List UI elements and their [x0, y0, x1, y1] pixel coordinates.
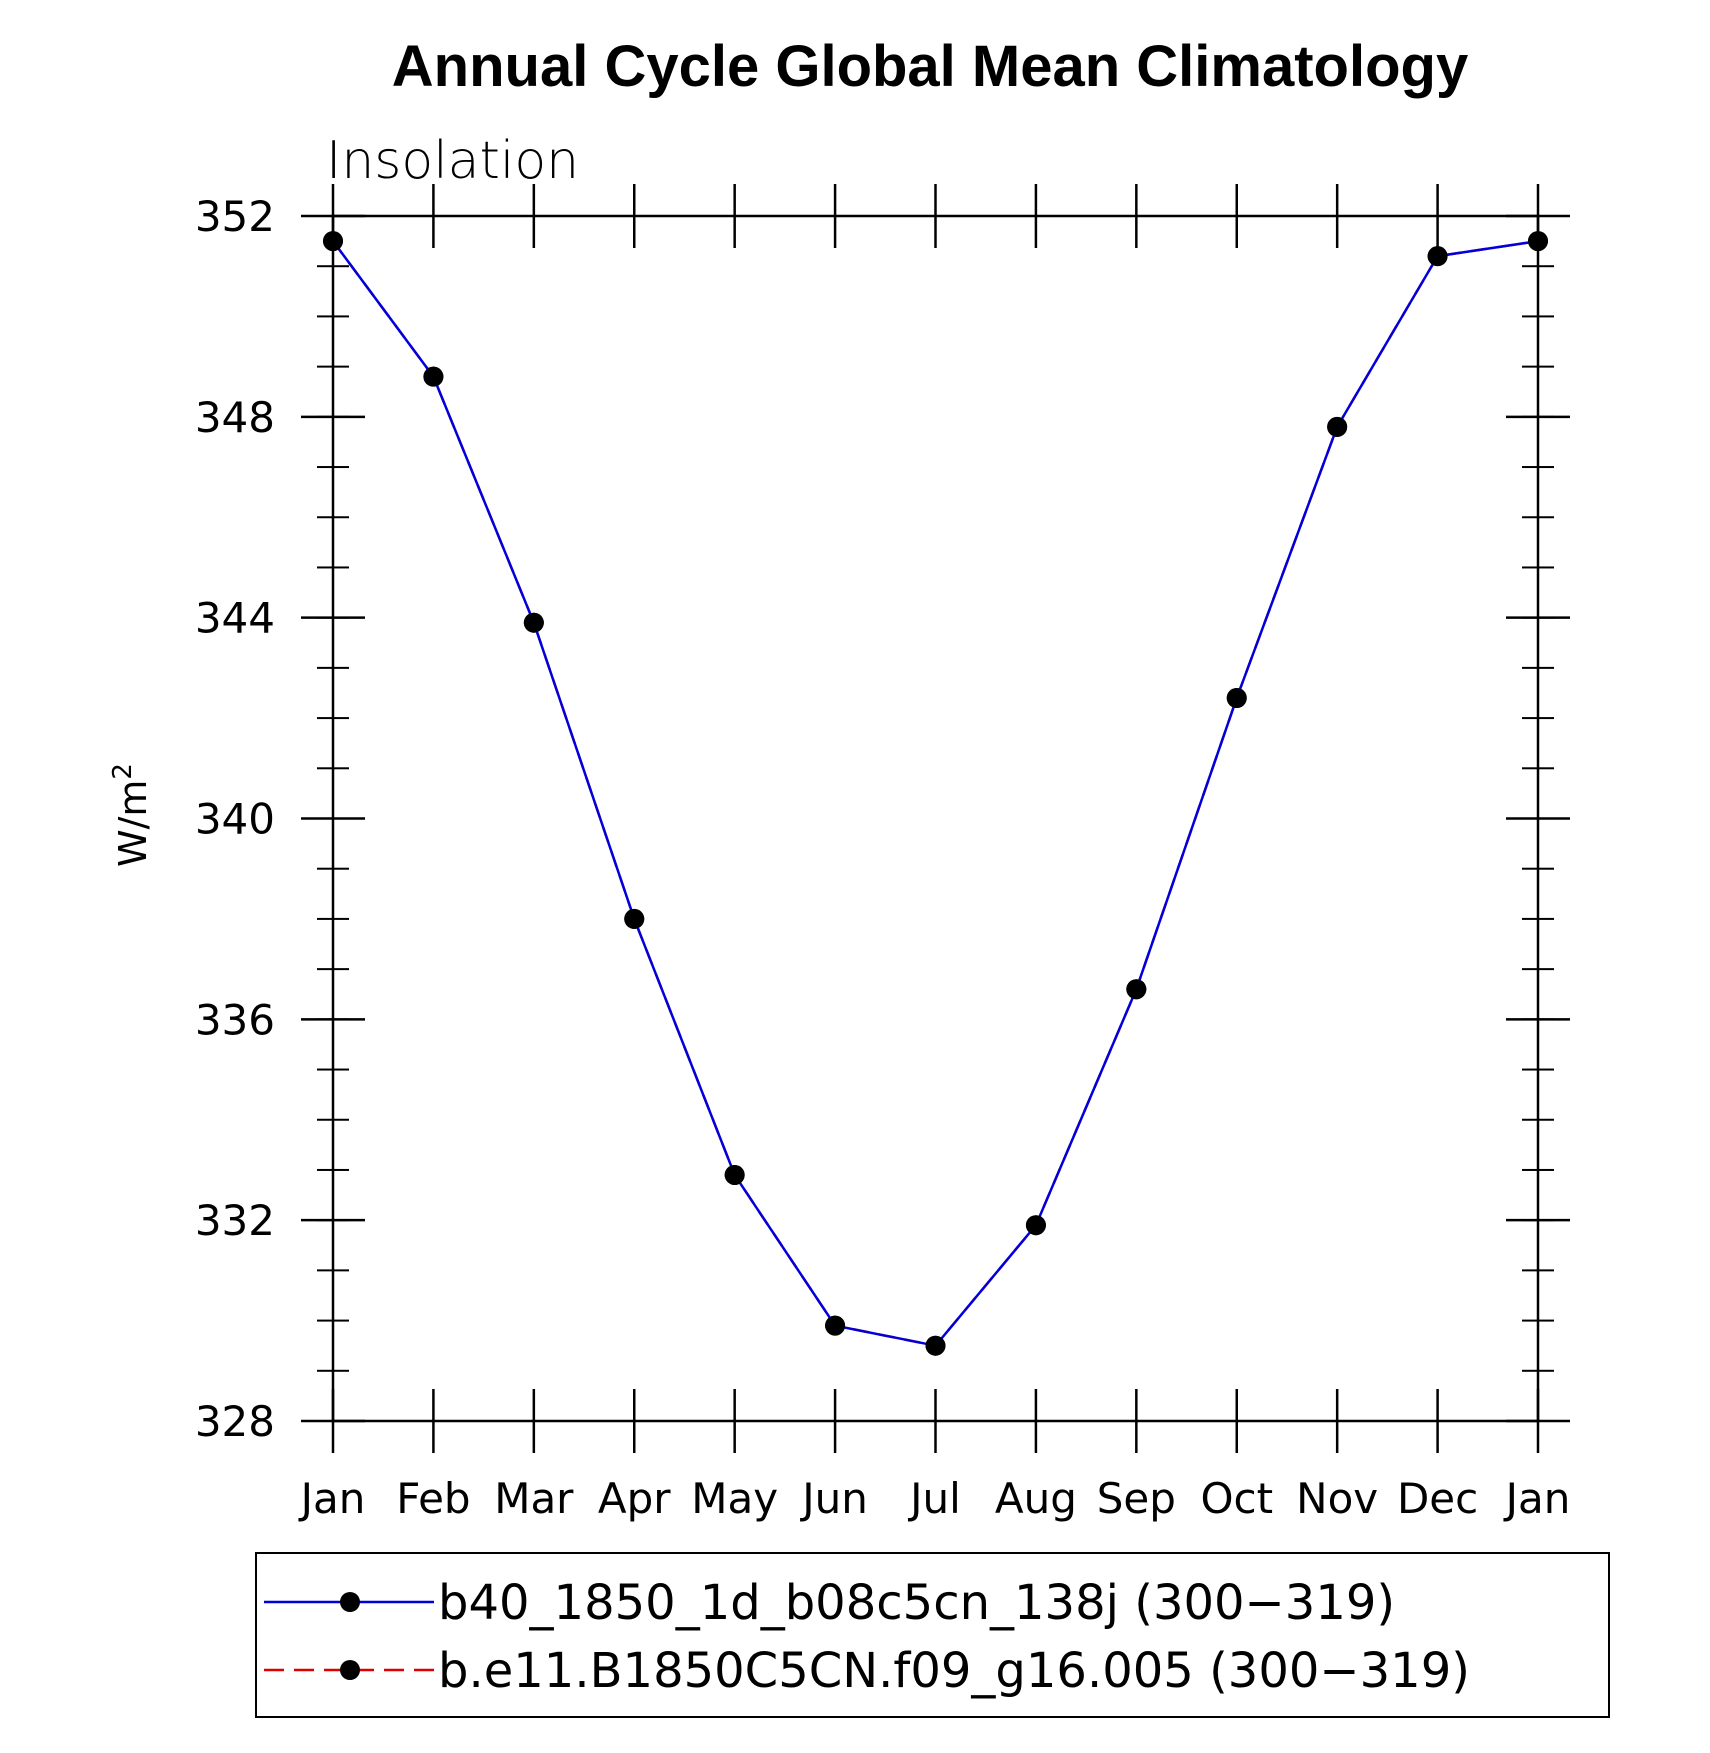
data-point — [925, 1335, 946, 1356]
data-point — [1226, 688, 1247, 708]
series-group — [323, 231, 1548, 1356]
x-tick-label: Dec — [1397, 1474, 1478, 1523]
y-tick-label: 348 — [195, 393, 275, 442]
y-axis-label-exponent: 2 — [108, 763, 138, 780]
x-tick-label: Oct — [1200, 1474, 1273, 1523]
chart-subtitle: Insolation — [326, 131, 579, 191]
y-tick-label: 336 — [195, 995, 275, 1044]
series-line — [331, 239, 1539, 1348]
data-point — [1427, 246, 1448, 267]
x-tick-label: Jan — [298, 1474, 366, 1523]
y-tick-label: 340 — [195, 795, 275, 844]
x-tick-label: Apr — [598, 1474, 671, 1523]
y-tick-label: 352 — [195, 192, 275, 241]
y-axis-label: W/m2 — [108, 763, 155, 867]
legend: b40_1850_1d_b08c5cn_138j (300−319) b.e11.… — [255, 1552, 1610, 1718]
data-point — [423, 366, 444, 387]
legend-box — [255, 1552, 1610, 1718]
data-point — [1327, 416, 1348, 437]
data-point — [323, 231, 343, 252]
legend-label: b.e11.B1850C5CN.f09_g16.005 (300−319) — [438, 1643, 1470, 1699]
x-tick-label: Aug — [995, 1474, 1077, 1523]
x-tick-label: May — [691, 1474, 778, 1523]
axes: Jan Feb Mar Apr May Jun Jul Aug Sep Oct Nov Dec Jan 3… — [195, 184, 1571, 1523]
x-tick-label: Sep — [1097, 1474, 1176, 1523]
x-tick-label: Jun — [799, 1474, 868, 1523]
data-point — [523, 612, 544, 633]
data-point — [1528, 231, 1548, 252]
legend-marker — [340, 1660, 360, 1680]
x-tick-label: Mar — [494, 1474, 574, 1523]
data-point — [1025, 1215, 1046, 1236]
data-point — [825, 1315, 846, 1336]
data-point — [1126, 979, 1147, 1000]
x-tick-label: Nov — [1296, 1474, 1378, 1523]
series-line — [331, 239, 1539, 1348]
x-tick-label: Jan — [1503, 1474, 1571, 1523]
y-axis-label-unit: W/m — [111, 780, 155, 867]
legend-label: b40_1850_1d_b08c5cn_138j (300−319) — [438, 1575, 1395, 1631]
series-layer — [323, 231, 1548, 1356]
data-point — [624, 908, 645, 929]
plot-frame — [331, 214, 1540, 1423]
y-tick-label: 332 — [195, 1196, 275, 1245]
x-tick-label: Feb — [396, 1474, 470, 1523]
y-tick-label: 328 — [195, 1397, 275, 1446]
data-point — [724, 1164, 745, 1185]
svg-text:W/m2: W/m2 — [108, 763, 155, 867]
y-tick-label: 344 — [195, 594, 275, 643]
x-tick-label: Jul — [907, 1474, 961, 1523]
chart-title: Annual Cycle Global Mean Climatology — [392, 34, 1468, 99]
legend-marker — [340, 1592, 360, 1612]
series-group — [323, 231, 1548, 1356]
